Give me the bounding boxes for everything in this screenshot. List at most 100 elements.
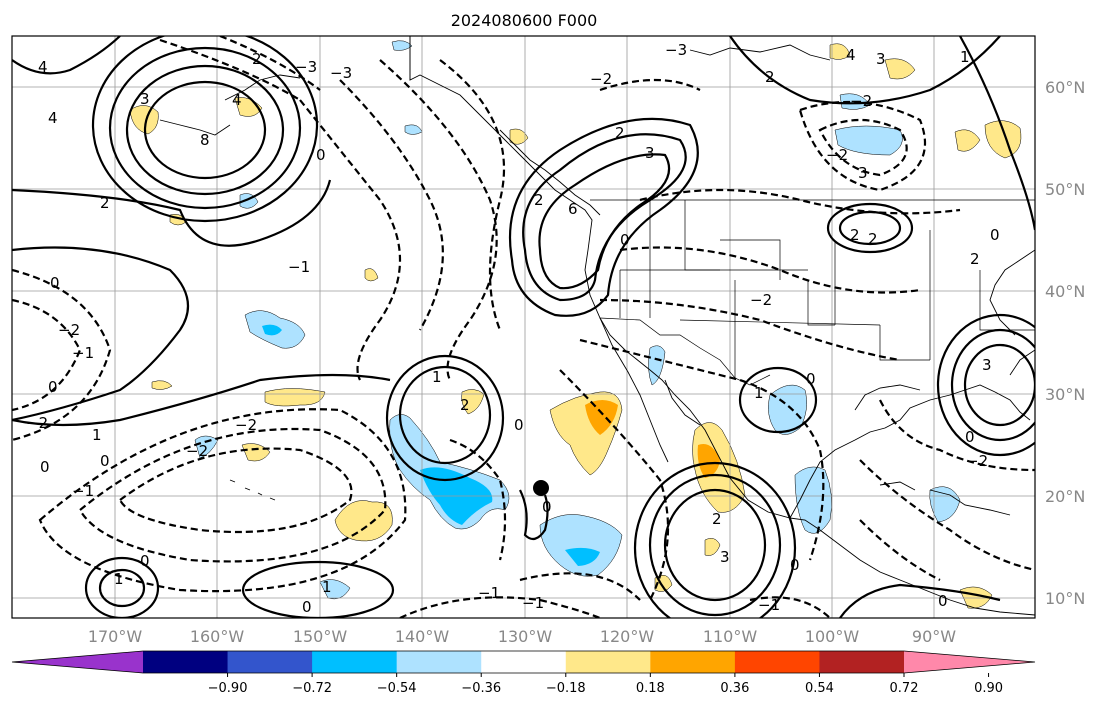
colorbar-tick-label: −0.90 [208,681,248,696]
contour-label: −1 [72,344,94,362]
lon-label: 90°W [912,627,956,646]
contour-labels: 4 3 4 2 8 4 2 −3 −3 0 −1 0 −2 −1 0 −2 1 … [26,41,1000,616]
map-title: 2024080600 F000 [451,11,598,30]
colorbar-extension-low [12,651,143,673]
contour-label: 0 [806,370,816,388]
map-frame [11,35,1036,619]
contour-label: 2 [252,50,262,68]
contour-label: 2 [100,194,110,212]
longitude-labels: 170°W 160°W 150°W 140°W 130°W 120°W 110°… [88,627,956,646]
lon-label: 130°W [498,627,553,646]
colorbar-tick-label: −0.18 [546,681,586,696]
contour-label: 0 [514,416,524,434]
contour-label: −2 [235,416,257,434]
colorbar-tick-label: 0.72 [890,681,919,696]
lon-label: 110°W [703,627,758,646]
colorbar-segment [227,651,313,673]
contour-label: 1 [114,570,124,588]
contour-label: −1 [522,594,544,612]
contour-label: −3 [295,58,317,76]
storm-center-marker [533,480,549,496]
colorbar-ticks: −0.90 −0.72 −0.54 −0.36 −0.18 0.18 0.36 0.54 0.7… [208,673,1003,696]
colorbar-extension-high [904,651,1035,673]
colorbar [11,650,1036,674]
contour-label: −2 [26,414,48,432]
contour-label: 0 [50,274,60,292]
colorbar-segment [312,651,398,673]
contour-label: −1 [288,258,310,276]
contour-label: 2 [850,226,860,244]
lat-label: 40°N [1045,282,1085,301]
contour-label: 3 [720,548,730,566]
lon-label: 100°W [805,627,860,646]
map-panel: 4 3 4 2 8 4 2 −3 −3 0 −1 0 −2 −1 0 −2 1 … [11,35,1036,619]
contour-label: 0 [40,458,50,476]
colorbar-segment [734,651,820,673]
contour-label: 1 [754,384,764,402]
colorbar-outline [11,650,1036,674]
contour-label: 2 [765,68,775,86]
lon-label: 120°W [600,627,655,646]
lon-label: 160°W [190,627,245,646]
coastlines [159,36,1035,616]
lon-label: 150°W [293,627,348,646]
contour-label: 1 [322,578,332,596]
lat-label: 20°N [1045,487,1085,506]
colorbar-segment [481,651,567,673]
contour-label: 2 [712,510,722,528]
contour-label: 1 [960,48,970,66]
contour-label: 1 [432,368,442,386]
borders [409,36,1035,386]
contour-label: 0 [316,146,326,164]
contour-label: 1 [92,426,102,444]
contour-label: 2 [970,250,980,268]
contour-label: 4 [48,109,58,127]
contour-label: 2 [615,124,625,142]
contour-label: −3 [665,41,687,59]
contour-label: −2 [186,442,208,460]
contour-label: −2 [850,92,872,110]
contour-label: 8 [200,131,210,149]
latitude-labels: 60°N 50°N 40°N 30°N 20°N 10°N [1045,78,1085,608]
lon-label: 140°W [395,627,450,646]
contour-label: 0 [620,231,630,249]
lat-label: 10°N [1045,589,1085,608]
colorbar-segment [396,651,482,673]
contour-label: 0 [790,556,800,574]
contour-label: 0 [302,598,312,616]
colorbar-tick-label: 0.36 [720,681,749,696]
contour-label: 4 [232,91,242,109]
contour-label: 2 [534,191,544,209]
colorbar-tick-label: 0.18 [636,681,665,696]
contour-label: −1 [72,482,94,500]
contour-lines [12,36,1035,618]
contour-label: 0 [100,452,110,470]
contour-label: 2 [460,396,470,414]
colorbar-tick-label: −0.72 [292,681,332,696]
contour-label: −2 [826,146,848,164]
contour-label: 4 [846,46,856,64]
contour-label: 3 [858,164,868,182]
contour-label: −2 [966,452,988,470]
contour-label: 3 [982,356,992,374]
lat-label: 30°N [1045,385,1085,404]
contour-label: −1 [758,596,780,614]
contour-label: 0 [990,226,1000,244]
lon-label: 170°W [88,627,143,646]
contour-label: 6 [568,200,578,218]
contour-label: −3 [330,64,352,82]
colorbar-segment [565,651,651,673]
colorbar-tick-label: −0.36 [461,681,501,696]
contour-label: −1 [478,584,500,602]
contour-label: 2 [868,230,878,248]
colorbar-tick-label: −0.54 [377,681,417,696]
contour-label: −2 [750,291,772,309]
contour-label: 0 [48,378,58,396]
contour-label: 3 [140,90,150,108]
contour-label: −2 [58,321,80,339]
contour-label: 0 [965,428,975,446]
contour-label: 0 [542,498,552,516]
contour-label: 3 [645,144,655,162]
shaded-regions [129,40,1022,609]
